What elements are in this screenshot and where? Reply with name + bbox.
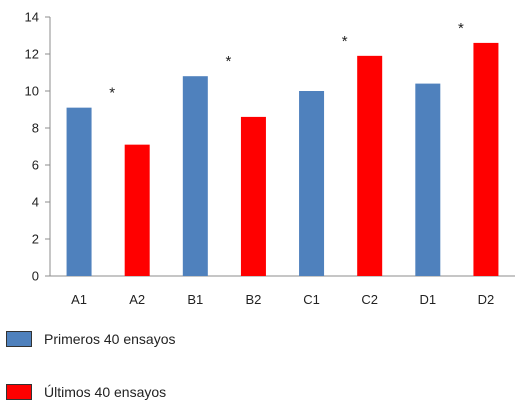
- legend-item-series-1: Primeros 40 ensayos: [6, 331, 176, 347]
- x-tick-label: C2: [361, 292, 378, 307]
- x-tick-label: D1: [420, 292, 437, 307]
- legend-swatch-series-2: [6, 384, 32, 400]
- significance-marks: * * * *: [109, 20, 464, 102]
- bar-C1: [299, 91, 325, 276]
- bar-A2: [124, 144, 150, 276]
- y-tick-label: 10: [25, 84, 39, 99]
- bar-D2: [473, 42, 499, 277]
- legend-swatch-series-1: [6, 331, 32, 347]
- y-tick-label: 0: [32, 269, 39, 284]
- legend-label-series-2: Últimos 40 ensayos: [44, 384, 167, 400]
- bar-chart: 0 2 4 6 8 10 12 14 A1 A2 B1 B2 C1 C2 D1 D2 * * * *: [25, 10, 515, 307]
- y-tick-label: 2: [32, 232, 39, 247]
- bar-A1: [66, 107, 92, 277]
- y-tick-label: 12: [25, 47, 39, 62]
- significance-mark: *: [342, 33, 348, 50]
- y-tick-label: 14: [25, 10, 39, 25]
- bar-C2: [357, 55, 383, 276]
- y-tick-label: 6: [32, 158, 39, 173]
- bar-D1: [415, 83, 441, 276]
- y-tick-label: 4: [32, 195, 39, 210]
- significance-mark: *: [225, 53, 231, 70]
- bar-B2: [240, 116, 266, 277]
- x-tick-label: A1: [71, 292, 87, 307]
- x-axis: A1 A2 B1 B2 C1 C2 D1 D2: [50, 275, 515, 307]
- x-tick-label: B2: [245, 292, 261, 307]
- bar-B1: [182, 76, 208, 276]
- bars: [66, 42, 499, 277]
- y-tick-label: 8: [32, 121, 39, 136]
- legend-label-series-1: Primeros 40 ensayos: [44, 331, 176, 347]
- x-tick-label: A2: [129, 292, 145, 307]
- x-tick-label: C1: [303, 292, 320, 307]
- legend-item-series-2: Últimos 40 ensayos: [6, 384, 166, 400]
- significance-mark: *: [458, 20, 464, 37]
- significance-mark: *: [109, 85, 115, 102]
- x-tick-label: D2: [478, 292, 495, 307]
- y-axis: 0 2 4 6 8 10 12 14: [25, 10, 51, 284]
- x-tick-label: B1: [187, 292, 203, 307]
